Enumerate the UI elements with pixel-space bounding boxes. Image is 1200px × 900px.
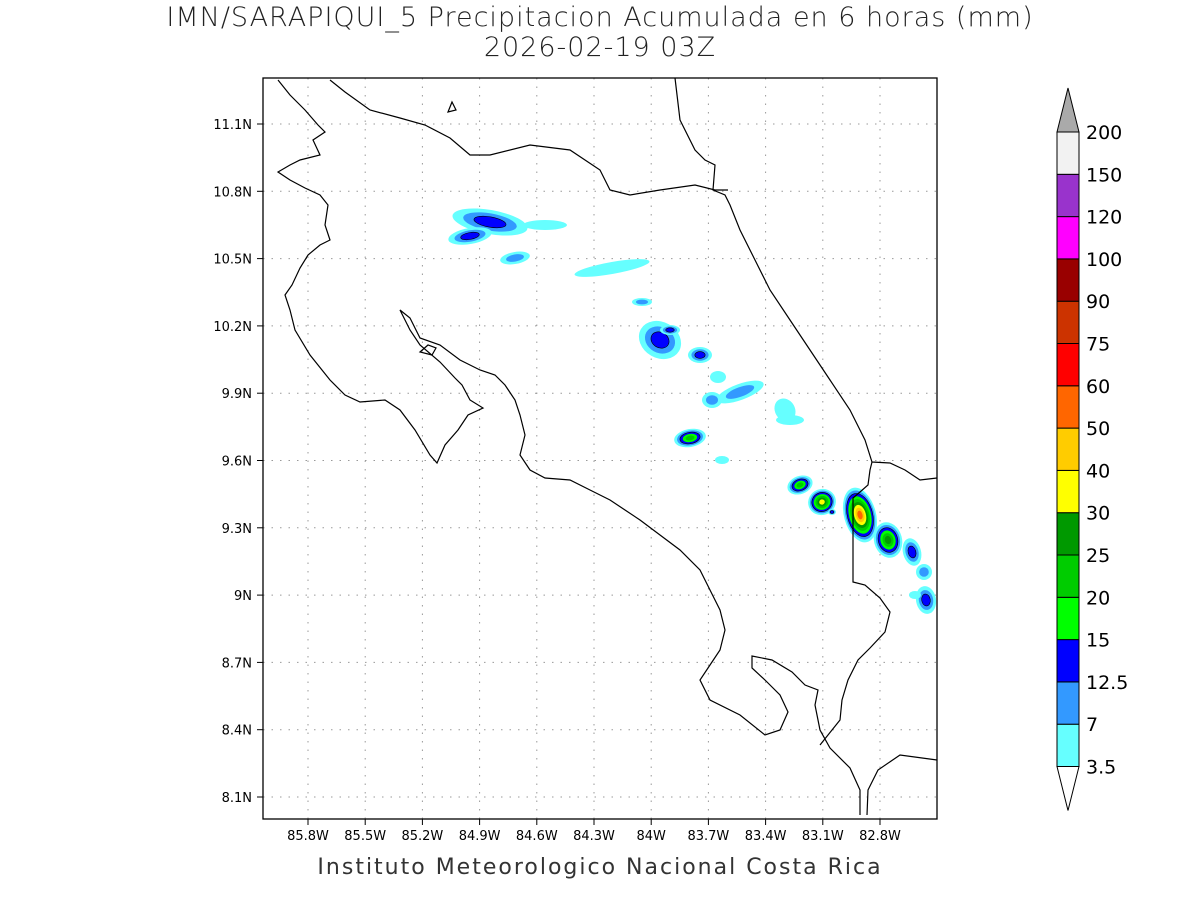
colorbar-label: 150 [1086, 164, 1122, 186]
lat-tick-label: 8.4N [222, 724, 252, 739]
colorbar-swatch [1056, 385, 1080, 429]
precip-contour [636, 299, 648, 305]
lon-tick-label: 84.6W [516, 829, 558, 844]
precip-contour [884, 535, 892, 545]
precip-contour [725, 385, 755, 399]
panama-coast [866, 754, 938, 816]
colorbar-swatch [1056, 469, 1080, 514]
lon-tick-label: 83.7W [687, 829, 729, 844]
colorbar-label: 12.5 [1086, 672, 1128, 694]
colorbar-label: 120 [1086, 207, 1122, 229]
precip-contour [706, 395, 718, 405]
lat-tick-label: 9.3N [222, 522, 252, 537]
lat-tick-label: 9N [234, 589, 252, 604]
lon-tick-label: 83.4W [745, 829, 787, 844]
graticule [263, 78, 937, 819]
lat-tick-label: 10.2N [213, 320, 252, 335]
lon-tick-label: 84.3W [573, 829, 615, 844]
precip-contour [919, 567, 929, 577]
colorbar-label: 20 [1086, 587, 1110, 609]
colorbar-under-arrow [1056, 766, 1080, 811]
colorbar-swatch [1056, 343, 1080, 387]
panama-border [819, 461, 891, 746]
map-title: IMN/SARAPIQUI_5 Precipitacion Acumulada … [166, 2, 1034, 33]
lat-tick-label: 9.6N [222, 455, 252, 470]
colorbar: 3.5 7 12.5 15 20 25 30 40 50 60 75 90 100 120 150 200 [1056, 87, 1128, 811]
colorbar-swatch [1056, 723, 1080, 768]
footer-credit: Instituto Meteorologico Nacional Costa R… [317, 855, 883, 880]
lon-tick-label: 83.1W [802, 829, 844, 844]
lat-tick-label: 8.1N [222, 791, 252, 806]
precip-contour [685, 435, 695, 441]
precip-contour [574, 259, 650, 277]
map-frame [262, 77, 938, 820]
colorbar-label: 50 [1086, 418, 1110, 440]
precip-contour [907, 545, 917, 559]
map-subtitle: 2026-02-19 03Z [483, 32, 717, 63]
precip-contour [909, 591, 921, 599]
colorbar-label: 90 [1086, 291, 1110, 313]
colorbar-swatch [1056, 596, 1080, 641]
colorbar-label: 200 [1086, 122, 1122, 144]
precip-contour [665, 327, 675, 333]
colorbar-label: 60 [1086, 376, 1110, 398]
colorbar-swatch [1056, 681, 1080, 725]
lon-tick-label: 82.8W [859, 829, 901, 844]
colorbar-label: 15 [1086, 630, 1110, 652]
gulf-island [418, 344, 437, 356]
colorbar-label: 3.5 [1086, 757, 1116, 779]
nicaragua-border [329, 79, 728, 196]
axis-ticks: 85.8W 85.5W 85.2W 84.9W 84.6W 84.3W 84W 83.7W 83… [213, 118, 901, 844]
lon-tick-label: 85.2W [401, 829, 443, 844]
pacific-coast [276, 79, 861, 815]
colorbar-swatch [1056, 427, 1080, 471]
colorbar-label: 75 [1086, 334, 1110, 356]
precip-contour [829, 510, 835, 514]
lat-tick-label: 10.5N [213, 253, 252, 268]
precip-contour [460, 231, 480, 241]
colorbar-over-arrow [1056, 87, 1080, 133]
colorbar-label: 30 [1086, 503, 1110, 525]
colorbar-label: 40 [1086, 460, 1110, 482]
lat-tick-label: 9.9N [222, 387, 252, 402]
colorbar-swatch [1056, 258, 1080, 302]
precip-contour [796, 482, 804, 488]
colorbar-swatch [1056, 131, 1080, 175]
lon-tick-label: 84W [636, 829, 666, 844]
colorbar-swatch [1056, 554, 1080, 598]
precip-contour [921, 593, 931, 607]
lake-island [447, 100, 457, 113]
colorbar-swatch [1056, 512, 1080, 556]
precip-contour [819, 499, 825, 505]
lat-tick-label: 11.1N [213, 118, 252, 133]
lon-tick-label: 85.5W [344, 829, 386, 844]
colorbar-label: 7 [1086, 714, 1098, 736]
precipitation-shading [448, 208, 937, 614]
coastlines [276, 77, 938, 816]
precip-contour [506, 254, 524, 262]
precip-contour [710, 371, 726, 383]
precip-contour [523, 220, 567, 230]
precip-contour [473, 215, 507, 229]
lat-tick-label: 8.7N [222, 656, 252, 671]
colorbar-label: 100 [1086, 249, 1122, 271]
colorbar-swatch [1056, 639, 1080, 683]
colorbar-swatch [1056, 173, 1080, 218]
lon-tick-label: 85.8W [287, 829, 329, 844]
precip-contour [715, 456, 729, 464]
precip-contour [776, 415, 804, 425]
lon-tick-label: 84.9W [459, 829, 501, 844]
precip-contour [857, 510, 863, 520]
lat-tick-label: 10.8N [213, 185, 252, 200]
caribbean-coast [674, 77, 938, 481]
precip-contour [694, 351, 706, 359]
colorbar-swatch [1056, 216, 1080, 260]
colorbar-label: 25 [1086, 545, 1110, 567]
colorbar-swatch [1056, 300, 1080, 345]
